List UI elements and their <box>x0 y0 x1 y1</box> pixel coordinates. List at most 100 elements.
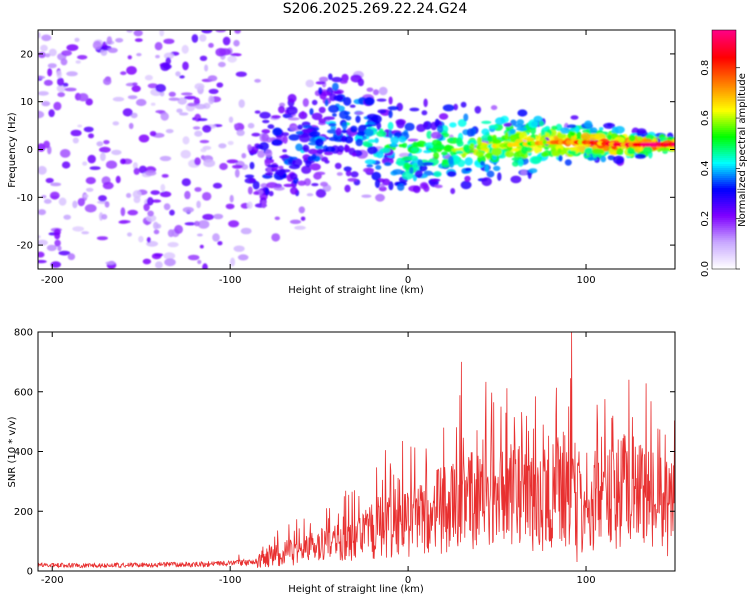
spectrogram-cell <box>197 118 208 122</box>
spectrogram-cell <box>363 124 373 128</box>
spectrogram-cell <box>433 151 440 160</box>
spectrogram-signal-cell <box>671 142 675 147</box>
colorbar-step <box>712 35 736 39</box>
spectrogram-cell <box>603 122 616 129</box>
spectrogram-cell <box>130 112 138 119</box>
spectrogram-cell <box>126 30 133 33</box>
spectrogram-cell <box>290 187 298 195</box>
spectrogram-cell <box>528 168 538 174</box>
spectrogram-cell <box>251 132 261 137</box>
spectrogram-cell <box>275 169 285 176</box>
spectrogram-cell <box>273 184 282 188</box>
spectrogram-cell <box>132 190 142 199</box>
spectrogram-cell <box>53 101 62 111</box>
colorbar-step <box>712 173 736 176</box>
spectrogram-cell <box>558 155 563 162</box>
colorbar-step <box>712 253 736 256</box>
spectrogram-cell <box>48 48 57 57</box>
spectrogram-cell <box>376 130 387 137</box>
spectrogram-cell <box>576 145 586 153</box>
colorbar-step <box>712 41 736 45</box>
spectrogram-cell <box>181 178 191 187</box>
spectrogram-cell <box>160 112 169 121</box>
spectrogram-cell <box>192 126 201 130</box>
spectrogram-cell <box>253 191 260 195</box>
spectrogram-cell <box>437 125 444 133</box>
colorbar-step <box>712 145 736 149</box>
spectrogram-cell <box>215 30 226 33</box>
spectrogram-cell <box>233 245 245 252</box>
snr-x-tick-label: -200 <box>41 575 64 586</box>
spectrogram-cell <box>268 190 274 197</box>
spectrogram-cell <box>181 44 189 54</box>
spectrogram-cell <box>46 244 57 252</box>
colorbar-tick-label: 0.6 <box>700 110 711 126</box>
spectrogram-cell <box>576 131 582 140</box>
colorbar-step <box>712 99 736 103</box>
spectrogram-cell <box>391 142 396 147</box>
colorbar: 0.0 0.2 0.4 0.6 0.8 Normalized spectral ampl… <box>700 29 748 277</box>
spectrogram-cell <box>457 159 466 168</box>
page-title: S206.2025.269.22.24.G24 <box>282 1 468 17</box>
spectrogram-cell <box>212 233 220 242</box>
spectrogram-cell <box>99 146 111 153</box>
spectrogram-cell <box>56 70 62 79</box>
spectrogram-cell <box>255 144 264 150</box>
spectrogram-cell <box>249 161 255 170</box>
spectrogram-cell <box>367 139 377 143</box>
spectrogram-cell <box>262 119 270 124</box>
colorbar-step <box>712 127 736 131</box>
spectrogram-cell <box>218 61 226 68</box>
spectrogram-cell <box>134 38 143 42</box>
spectrogram-cell <box>115 175 121 184</box>
spectrogram-cell <box>194 157 201 166</box>
spectrogram-cell <box>151 199 162 203</box>
colorbar-step <box>712 83 736 87</box>
spectrogram-cell <box>247 186 253 195</box>
colorbar-step <box>712 251 736 254</box>
colorbar-step <box>712 93 736 97</box>
spectrogram-cell <box>294 225 306 230</box>
spectrogram-cell <box>187 102 197 107</box>
spectrogram-cell <box>311 99 318 106</box>
spectrogram-cell <box>421 162 434 166</box>
colorbar-step <box>712 133 736 137</box>
spectrogram-cell <box>589 127 598 134</box>
colorbar-frame <box>711 29 737 270</box>
colorbar-step <box>712 179 736 182</box>
spectrogram-cell <box>366 164 374 168</box>
spectrogram-cell <box>115 38 124 43</box>
spectrogram-cell <box>543 146 550 150</box>
spectrogram-cell <box>409 107 420 112</box>
colorbar-gradient <box>712 30 736 270</box>
colorbar-step <box>712 51 736 55</box>
spectrogram-cell <box>132 82 138 86</box>
spectrogram-cell <box>234 168 240 178</box>
spectrogram-x-tick-label: 100 <box>576 275 595 286</box>
spectrogram-cell <box>355 138 364 147</box>
spectrogram-cell <box>283 183 295 188</box>
colorbar-step <box>712 81 736 85</box>
spectrogram-cell <box>235 71 247 77</box>
spectrogram-cell <box>421 110 428 116</box>
spectrogram-cell <box>252 180 260 190</box>
colorbar-step <box>712 225 736 228</box>
snr-x-tick-label: 100 <box>576 575 595 586</box>
spectrogram-cell <box>38 259 47 264</box>
spectrogram-cell <box>196 200 201 209</box>
colorbar-step <box>712 241 736 244</box>
colorbar-step <box>712 149 736 153</box>
colorbar-step <box>712 263 736 266</box>
colorbar-step <box>712 125 736 129</box>
spectrogram-cell <box>279 155 290 159</box>
snr-y-tick-label: 600 <box>14 387 33 398</box>
spectrogram-cell <box>442 104 455 112</box>
spectrogram-cell <box>234 30 241 34</box>
spectrogram-cell <box>527 171 532 179</box>
spectrogram-cell <box>516 127 527 132</box>
spectrogram-cell <box>311 183 319 187</box>
spectrogram-cell <box>560 127 570 134</box>
colorbar-tick-label: 0.0 <box>700 261 711 277</box>
spectrogram-cell <box>219 162 228 171</box>
spectrogram-cell <box>324 151 333 156</box>
